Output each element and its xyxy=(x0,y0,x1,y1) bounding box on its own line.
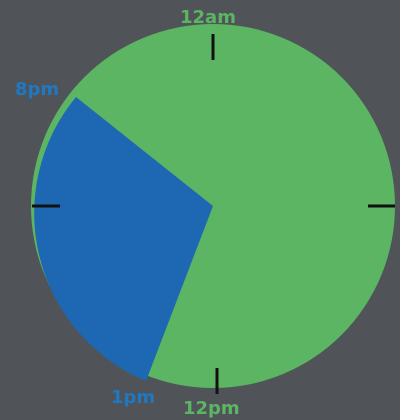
label-8pm: 8pm xyxy=(15,79,60,100)
label-12am: 12am xyxy=(180,7,236,28)
clock-segment-8pm-to-1pm xyxy=(34,97,213,381)
label-1pm: 1pm xyxy=(111,387,156,408)
label-12pm: 12pm xyxy=(183,398,240,419)
